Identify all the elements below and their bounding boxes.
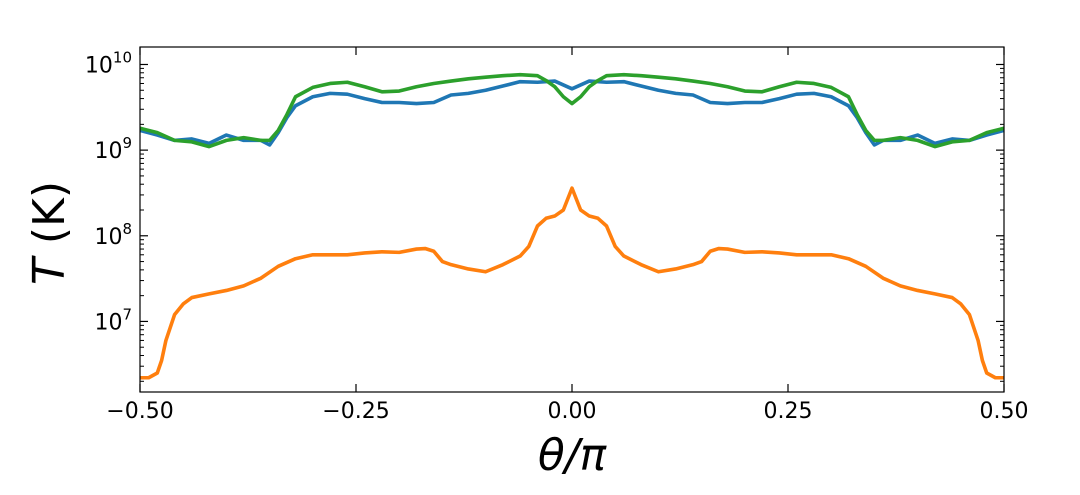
x-axis-label: θ/π bbox=[538, 430, 608, 481]
x-tick-label: −0.25 bbox=[322, 399, 389, 424]
series-line-3 bbox=[140, 72, 1004, 149]
x-tick-label: 0.50 bbox=[980, 399, 1029, 424]
plot-frame bbox=[139, 46, 1005, 393]
plot-area bbox=[140, 72, 1004, 380]
y-axis-label: T (K) bbox=[24, 181, 75, 285]
y-axis-label-unit: (K) bbox=[24, 181, 75, 258]
y-tick-label: 108 bbox=[94, 220, 132, 250]
axes: −0.50 −0.25 0.00 0.25 0.50 107 108 109 1010 bbox=[85, 46, 1029, 424]
y-tick-label: 109 bbox=[94, 134, 132, 164]
series-line-1 bbox=[140, 79, 1004, 147]
x-tick-label: 0.00 bbox=[548, 399, 597, 424]
x-tick-label: −0.50 bbox=[106, 399, 173, 424]
y-tick-label: 107 bbox=[94, 305, 132, 335]
y-tick-label: 1010 bbox=[85, 48, 132, 78]
series-line-2 bbox=[140, 186, 1004, 380]
y-axis-label-italic: T bbox=[24, 255, 75, 285]
x-tick-label: 0.25 bbox=[764, 399, 813, 424]
